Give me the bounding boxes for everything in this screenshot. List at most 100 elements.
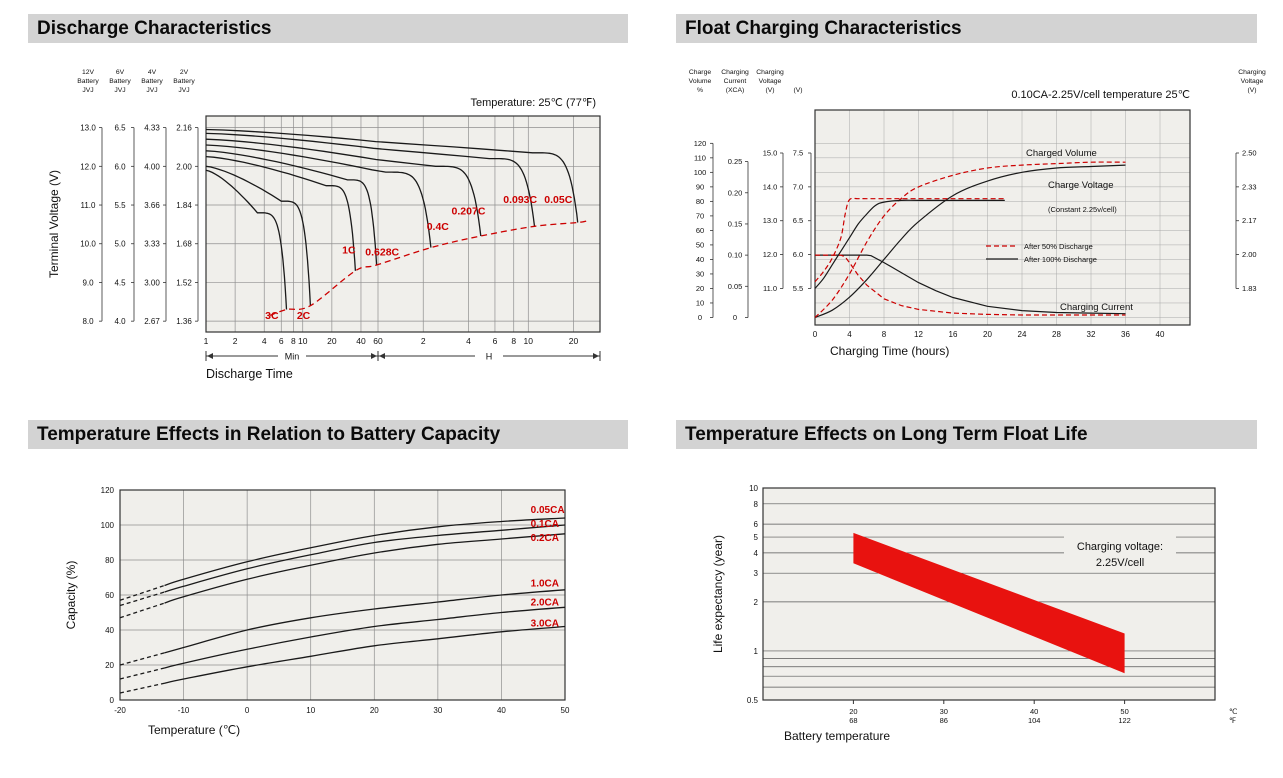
capacity-chart: 0 20 40 60 80 100 120 -20 -10 0 10 20 30 40 50 Capacity… (64, 486, 570, 737)
left-scale-3: (V) 7.5 7.0 6.5 6.0 5.5 (793, 87, 812, 293)
label-charge-voltage-sub: (Constant 2.25v/cell) (1048, 205, 1117, 214)
scale-tick: 120 (694, 139, 707, 148)
scale-header: Charge (689, 69, 712, 76)
discharge-curve-3C (205, 169, 288, 310)
x-tick: 12 (914, 330, 923, 339)
scale-tick: 11.0 (81, 201, 97, 210)
rate-label-2C: 2C (297, 310, 311, 322)
capacity-curve-dashed-1.0CA (119, 652, 165, 666)
arrow-right-icon (371, 353, 377, 359)
x-axis-label: Temperature (℃) (148, 723, 240, 737)
scale-tick: 15.0 (763, 149, 778, 158)
y-tick: 5 (754, 533, 759, 542)
plot-background (815, 110, 1190, 325)
scale-tick: 12.0 (80, 162, 96, 171)
scale-tick: 10 (696, 298, 704, 307)
scale-header: Charging (1238, 69, 1266, 76)
scale-header: 6V (116, 69, 125, 76)
scale-tick: 13.0 (80, 124, 96, 133)
rate-label-0.2CA: 0.2CA (531, 533, 559, 544)
x-tick-celsius: 50 (1120, 707, 1128, 716)
scale-tick: 40 (696, 255, 704, 264)
rate-label-3.0CA: 3.0CA (531, 619, 559, 630)
scale-tick: 0 (698, 313, 702, 322)
fahrenheit-unit-label: ℉ (1229, 716, 1237, 725)
x-tick: -10 (178, 706, 190, 715)
scale-tick: 90 (696, 182, 704, 191)
discharge-section-title: Discharge Characteristics (28, 14, 628, 43)
float-life-chart: 1086543210.5206830864010450122℃℉Charging… (711, 484, 1238, 743)
series-charging-current-after-50pct (815, 254, 1126, 316)
x-tick-min: 10 (298, 336, 308, 346)
scale-tick: 1.84 (176, 201, 192, 210)
scale-tick: 2.17 (1242, 216, 1257, 225)
discharge-curve-0.4C (205, 144, 432, 248)
x-tick: 16 (949, 330, 958, 339)
x-tick-min: 6 (279, 336, 284, 346)
x-axis-label: Charging Time (hours) (830, 344, 949, 358)
scale-tick: 12.0 (763, 250, 778, 259)
scale-tick: 6.5 (114, 124, 126, 133)
label-charged-volume: Charged Volume (1026, 148, 1097, 159)
scale-header: Voltage (759, 78, 782, 85)
left-scale-1: Charging Current (XCA) 0.25 0.20 0.15 0.10 0.05… (721, 69, 749, 322)
x-axis-label: Discharge Time (206, 367, 293, 381)
x-axis-label: Battery temperature (784, 729, 890, 743)
scale-tick: 6.0 (114, 162, 126, 171)
legend-label: After 50% Discharge (1024, 242, 1093, 251)
capacity-curve-3.0CA (164, 625, 566, 684)
scale-tick: 7.0 (793, 182, 803, 191)
y-tick: 6 (754, 520, 759, 529)
x-section-label: H (486, 352, 493, 362)
voltage-scale-2V: 2V Battery JVJ 2.16 2.00 1.84 1.68 1.52 1.36 (173, 69, 199, 326)
rate-label-1.0CA: 1.0CA (531, 578, 559, 589)
voltage-scale-12V: 12V Battery JVJ 13.0 12.0 11.0 10.0 9.0 8.0 (77, 69, 103, 326)
rate-label-0.207C: 0.207C (452, 206, 486, 218)
scale-tick: 50 (696, 240, 704, 249)
x-tick-celsius: 40 (1030, 707, 1038, 716)
y-tick: 2 (754, 598, 759, 607)
scale-tick: 4.5 (114, 278, 126, 287)
scale-tick: 80 (696, 197, 704, 206)
scale-tick: 20 (696, 284, 704, 293)
life-expectancy-band (853, 532, 1125, 674)
voltage-scale-4V: 4V Battery JVJ 4.33 4.00 3.66 3.33 3.00 2.67 (141, 69, 167, 326)
scale-tick: 60 (696, 226, 704, 235)
float-life-section-title: Temperature Effects on Long Term Float L… (676, 420, 1257, 449)
x-tick-celsius: 30 (940, 707, 948, 716)
rate-label-0.05C: 0.05C (544, 194, 572, 206)
y-tick: 3 (754, 569, 759, 578)
scale-tick: 6.0 (793, 250, 803, 259)
voltage-scale-6V: 6V Battery JVJ 6.5 6.0 5.5 5.0 4.5 4.0 (109, 69, 135, 326)
scale-tick: 6.5 (793, 216, 803, 225)
left-scale-2: Charging Voltage (V) 15.0 14.0 13.0 12.0 11.0 (756, 69, 784, 293)
x-tick: 0 (245, 706, 250, 715)
y-axis-label: Life expectancy (year) (711, 535, 725, 653)
scale-tick: 0.20 (728, 188, 743, 197)
series-charged-volume-after-50pct (814, 161, 1126, 318)
scale-header: % (697, 87, 703, 94)
y-tick: 4 (754, 549, 759, 558)
x-tick-min: 2 (233, 336, 238, 346)
discharge-curve-0.207C (205, 138, 482, 237)
capacity-curve-dashed-0.2CA (119, 602, 165, 619)
discharge-curve-0.05C (205, 128, 579, 223)
scale-header: JVJ (146, 87, 157, 94)
scale-header: Charging (756, 69, 784, 76)
x-tick-celsius: 20 (849, 707, 857, 716)
x-tick: 36 (1121, 330, 1130, 339)
left-scale-0: ChargeVolume%120110100908070605040302010… (689, 69, 714, 322)
x-tick-hour: 20 (569, 336, 579, 346)
condition-note: 0.10CA-2.25V/cell temperature 25℃ (1011, 89, 1190, 101)
y-axis-label: Capacity (%) (64, 561, 78, 630)
scale-tick: 8.0 (82, 317, 94, 326)
legend-label: After 100% Discharge (1024, 255, 1097, 264)
capacity-curve-0.2CA (164, 533, 566, 604)
capacity-curve-dashed-2.0CA (119, 667, 165, 680)
discharge-curve-2C (205, 165, 312, 306)
scale-tick: 2.67 (144, 317, 160, 326)
rate-label-0.4C: 0.4C (427, 221, 450, 233)
scale-tick: 1.52 (176, 278, 192, 287)
plot-border (762, 487, 1216, 701)
